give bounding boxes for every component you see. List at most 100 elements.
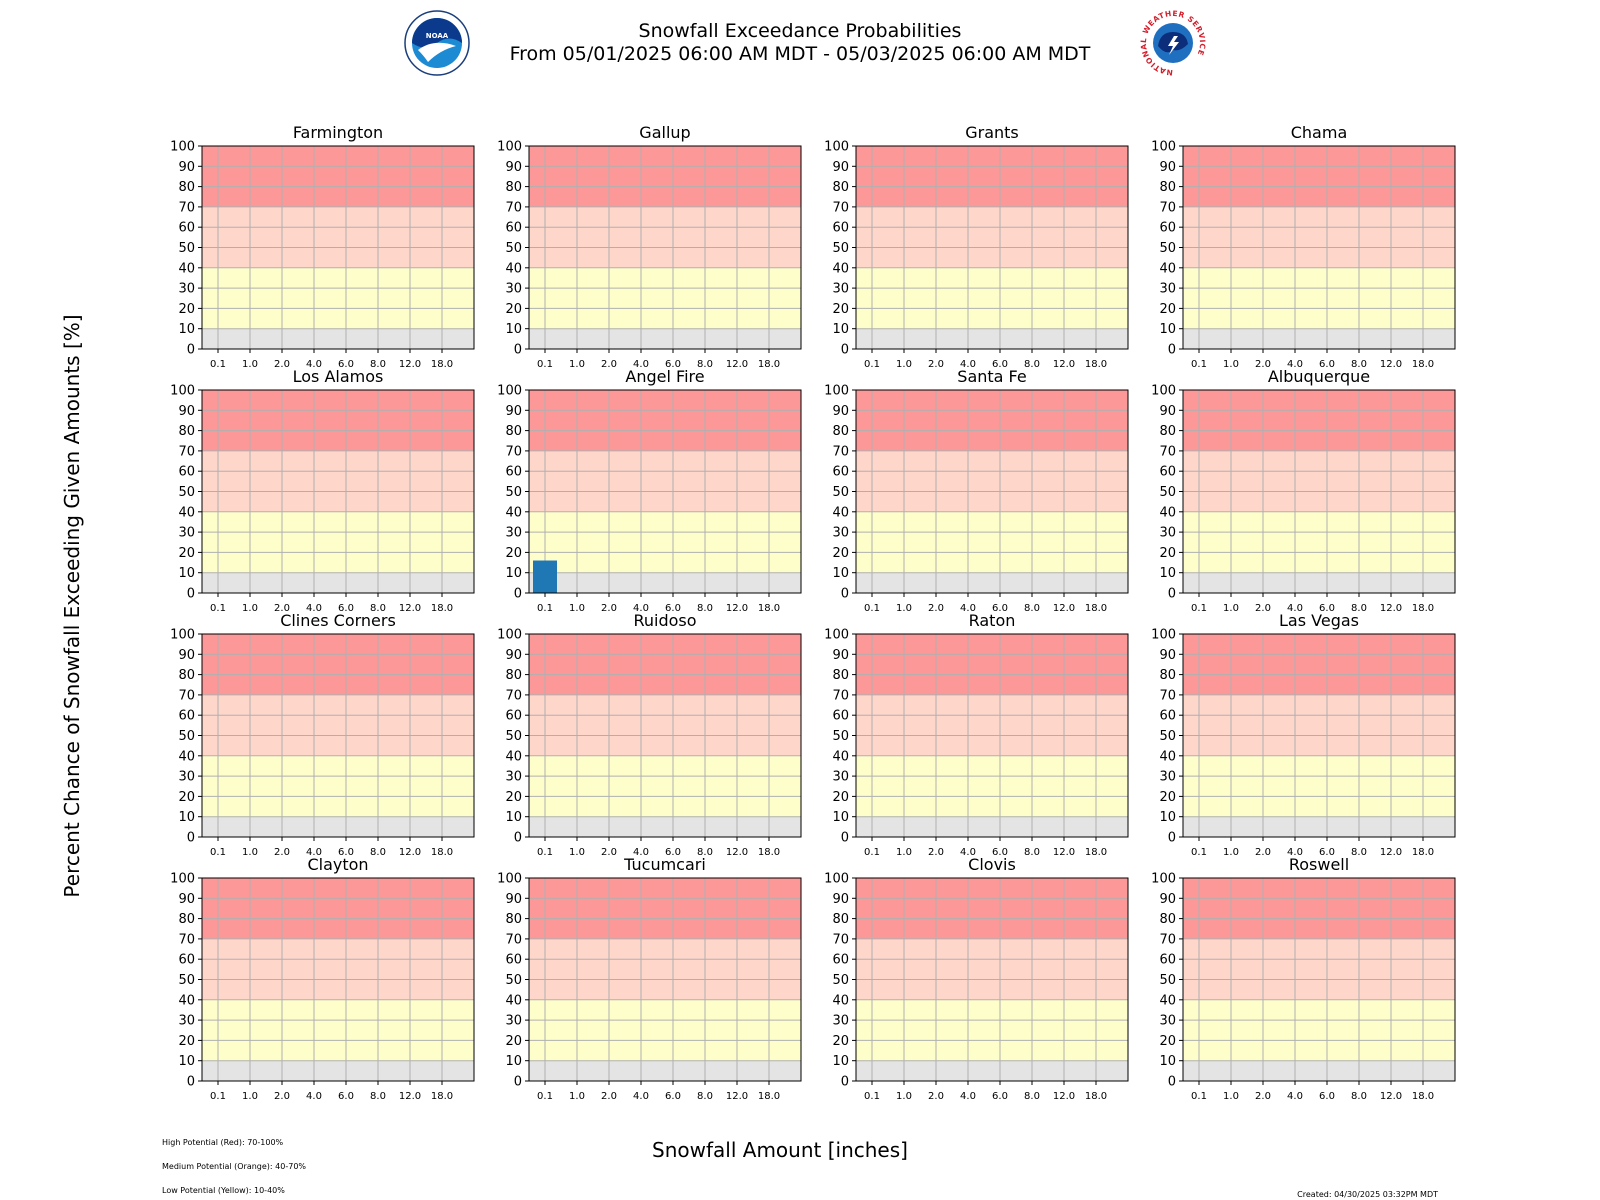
x-tick-label: 4.0 [633,359,649,370]
x-tick-label: 8.0 [370,847,386,858]
x-tick-label: 1.0 [242,603,258,614]
legend-low: Low Potential (Yellow): 10-40% [162,1186,285,1195]
y-tick-label: 50 [178,729,195,744]
x-tick-label: 0.1 [1191,847,1207,858]
y-tick-label: 20 [505,546,522,561]
x-tick-label: 1.0 [1223,603,1239,614]
y-tick-label: 20 [178,790,195,805]
plot-frame [201,389,475,594]
probability-band [202,572,474,593]
x-axis-label: Snowfall Amount [inches] [652,1138,908,1162]
y-tick-label: 80 [178,668,195,683]
y-tick-label: 60 [178,221,195,236]
x-tick-label: 12.0 [1053,847,1075,858]
y-tick-label: 0 [841,1075,849,1090]
panel-title: Tucumcari [623,855,706,874]
probability-band [856,634,1128,695]
y-tick-label: 80 [1159,912,1176,927]
x-tick-label: 12.0 [1053,1091,1075,1102]
chart-panel: 0 10 20 30 40 50 60 70 80 90 100 0.1 1.0 2.0 4.0 6.0 8.0… [170,855,475,1102]
panel-title: Raton [969,611,1016,630]
y-tick-label: 100 [824,628,849,643]
y-tick-label: 30 [832,526,849,541]
y-tick-label: 0 [187,587,195,602]
x-tick-label: 4.0 [960,359,976,370]
y-tick-label: 100 [170,140,195,155]
probability-band [856,450,1128,512]
y-tick-label: 50 [178,973,195,988]
x-tick-label: 12.0 [399,603,421,614]
plot-frame [1182,389,1456,594]
x-tick-label: 18.0 [1085,1091,1107,1102]
x-tick-label: 6.0 [665,359,681,370]
y-tick-label: 60 [1159,465,1176,480]
probability-band [1183,878,1455,939]
x-tick-label: 18.0 [758,1091,780,1102]
y-tick-label: 20 [1159,1034,1176,1049]
x-tick-label: 6.0 [1319,847,1335,858]
x-tick-label: 6.0 [992,1091,1008,1102]
chart-panel: 0 10 20 30 40 50 60 70 80 90 100 0.1 1.0 2.0 4.0 6.0 8.0… [497,123,802,370]
y-tick-label: 10 [505,810,522,825]
probability-band [529,390,801,451]
x-tick-label: 2.0 [601,1091,617,1102]
x-tick-label: 18.0 [758,359,780,370]
chart-panel: 0 10 20 30 40 50 60 70 80 90 100 0.1 1.0 2.0 4.0 6.0 8.0… [824,855,1129,1102]
noaa-logo: NOAA [404,10,470,76]
x-tick-label: 12.0 [726,359,748,370]
probability-band [202,938,474,1000]
y-tick-label: 90 [832,892,849,907]
y-tick-label: 20 [178,1034,195,1049]
x-tick-label: 4.0 [960,1091,976,1102]
x-tick-label: 12.0 [399,1091,421,1102]
panel-title: Chama [1291,123,1348,142]
x-tick-label: 18.0 [1085,359,1107,370]
chart-panel: 0 10 20 30 40 50 60 70 80 90 100 0.1 1.0 2.0 4.0 6.0 8.0… [497,611,802,858]
y-tick-label: 30 [178,1014,195,1029]
x-tick-label: 4.0 [306,603,322,614]
panel-title: Grants [965,123,1019,142]
x-tick-label: 18.0 [431,603,453,614]
probability-band [1183,390,1455,451]
y-tick-label: 90 [1159,404,1176,419]
x-tick-label: 8.0 [370,603,386,614]
y-tick-label: 10 [505,1054,522,1069]
y-tick-label: 10 [832,810,849,825]
x-tick-label: 4.0 [306,847,322,858]
chart-panel: 0 10 20 30 40 50 60 70 80 90 100 0.1 1.0 2.0 4.0 6.0 8.0… [1151,855,1456,1102]
y-tick-label: 70 [1159,444,1176,459]
y-tick-label: 70 [505,200,522,215]
x-tick-label: 2.0 [274,1091,290,1102]
x-tick-label: 8.0 [697,359,713,370]
x-tick-label: 12.0 [1380,359,1402,370]
probability-band [529,572,801,593]
probability-band [1183,1060,1455,1081]
chart-panel: 0 10 20 30 40 50 60 70 80 90 100 0.1 1.0 2.0 4.0 6.0 8.0… [824,367,1129,614]
x-tick-label: 8.0 [1351,359,1367,370]
x-tick-label: 1.0 [896,359,912,370]
y-tick-label: 50 [505,485,522,500]
x-tick-label: 8.0 [1024,1091,1040,1102]
probability-band [202,755,474,817]
y-tick-label: 0 [1168,1075,1176,1090]
y-tick-label: 20 [832,302,849,317]
y-tick-label: 70 [1159,688,1176,703]
y-tick-label: 70 [178,444,195,459]
probability-band [856,816,1128,837]
y-tick-label: 90 [505,648,522,663]
chart-panel: 0 10 20 30 40 50 60 70 80 90 100 0.1 1.0 2.0 4.0 6.0 8.0… [497,367,802,614]
y-tick-label: 30 [178,282,195,297]
chart-panel: 0 10 20 30 40 50 60 70 80 90 100 0.1 1.0 2.0 4.0 6.0 8.0… [824,611,1129,858]
x-tick-label: 12.0 [1380,1091,1402,1102]
y-tick-label: 100 [497,872,522,887]
y-tick-label: 20 [832,546,849,561]
x-tick-label: 2.0 [928,359,944,370]
x-tick-label: 18.0 [1412,1091,1434,1102]
y-tick-label: 100 [497,384,522,399]
y-tick-label: 80 [505,912,522,927]
x-tick-label: 6.0 [1319,1091,1335,1102]
y-tick-label: 50 [178,485,195,500]
probability-band [856,878,1128,939]
chart-subtitle: From 05/01/2025 06:00 AM MDT - 05/03/202… [509,43,1091,65]
y-tick-label: 10 [178,1054,195,1069]
